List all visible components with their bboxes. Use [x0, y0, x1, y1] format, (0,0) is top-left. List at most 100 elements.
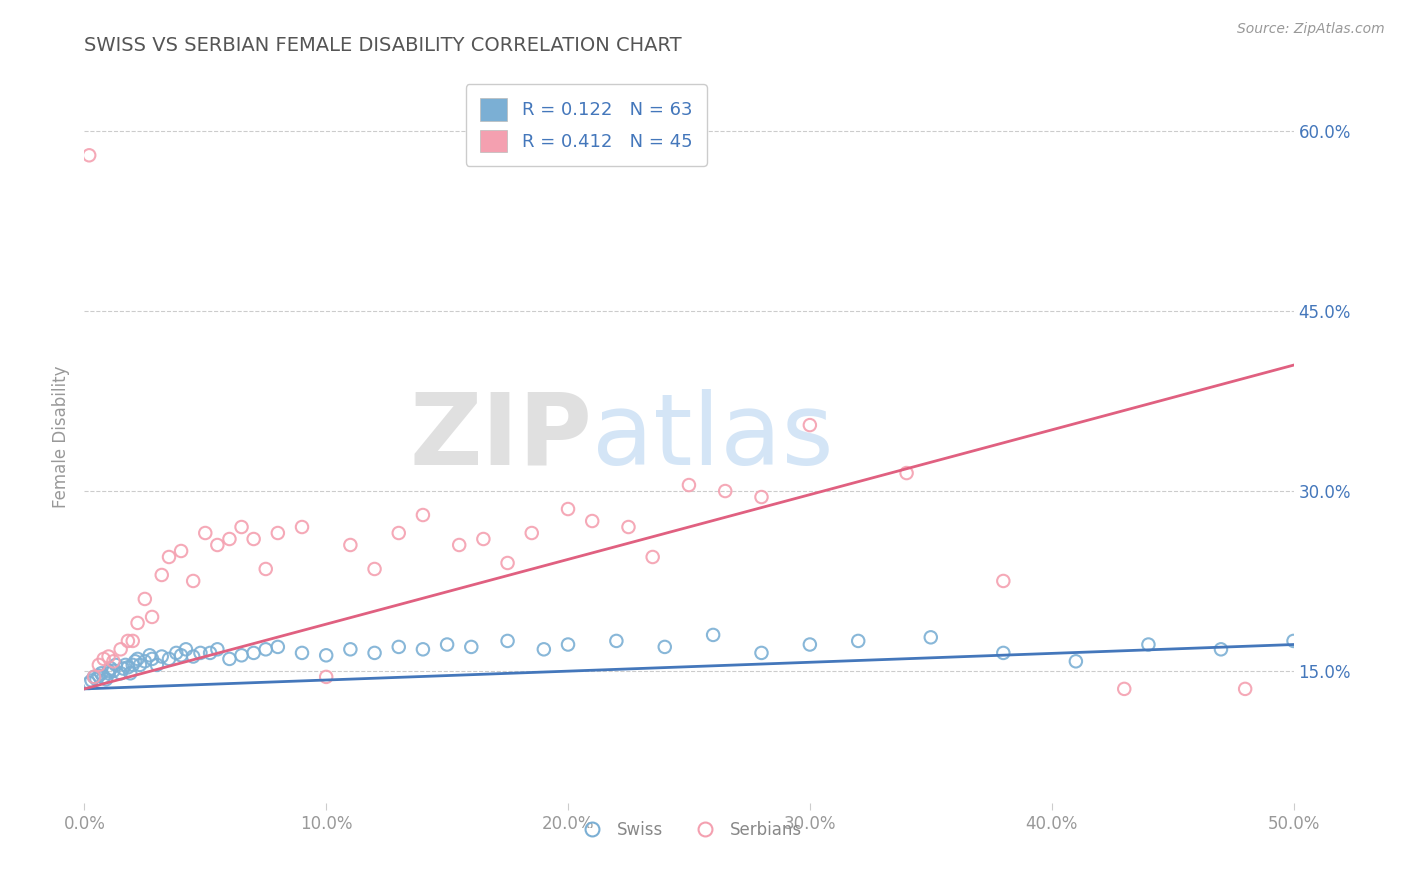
- Point: [141, 652, 163, 666]
- Point: [363, 562, 385, 576]
- Point: [138, 648, 160, 663]
- Point: [654, 640, 676, 654]
- Point: [124, 654, 146, 668]
- Point: [134, 654, 156, 668]
- Point: [993, 646, 1015, 660]
- Point: [339, 642, 361, 657]
- Point: [496, 634, 519, 648]
- Point: [112, 661, 135, 675]
- Point: [104, 657, 127, 672]
- Point: [114, 657, 136, 672]
- Point: [1064, 654, 1087, 668]
- Point: [388, 640, 411, 654]
- Point: [496, 556, 519, 570]
- Point: [1209, 642, 1232, 657]
- Point: [97, 664, 120, 678]
- Y-axis label: Female Disability: Female Disability: [52, 366, 70, 508]
- Point: [190, 646, 212, 660]
- Point: [339, 538, 361, 552]
- Point: [533, 642, 555, 657]
- Point: [557, 502, 579, 516]
- Text: Source: ZipAtlas.com: Source: ZipAtlas.com: [1237, 22, 1385, 37]
- Point: [100, 661, 122, 675]
- Point: [87, 657, 110, 672]
- Point: [207, 642, 229, 657]
- Point: [254, 562, 277, 576]
- Point: [641, 549, 664, 564]
- Text: ZIP: ZIP: [409, 389, 592, 485]
- Point: [80, 673, 103, 688]
- Point: [127, 615, 149, 630]
- Point: [174, 642, 197, 657]
- Point: [1114, 681, 1136, 696]
- Point: [581, 514, 603, 528]
- Point: [129, 657, 152, 672]
- Point: [520, 526, 543, 541]
- Point: [207, 538, 229, 552]
- Point: [97, 649, 120, 664]
- Point: [90, 666, 112, 681]
- Point: [110, 666, 132, 681]
- Point: [751, 646, 773, 660]
- Point: [291, 520, 314, 534]
- Point: [1137, 638, 1160, 652]
- Point: [150, 649, 173, 664]
- Point: [231, 520, 253, 534]
- Point: [87, 669, 110, 683]
- Point: [218, 652, 240, 666]
- Point: [557, 638, 579, 652]
- Point: [1234, 681, 1257, 696]
- Point: [267, 640, 290, 654]
- Point: [198, 646, 221, 660]
- Point: [94, 673, 117, 687]
- Point: [315, 670, 337, 684]
- Point: [157, 652, 180, 666]
- Point: [120, 666, 142, 681]
- Point: [170, 648, 193, 663]
- Point: [181, 574, 204, 588]
- Point: [799, 638, 821, 652]
- Point: [117, 634, 139, 648]
- Point: [315, 648, 337, 663]
- Point: [605, 634, 627, 648]
- Point: [242, 646, 264, 660]
- Point: [254, 642, 277, 657]
- Point: [83, 670, 105, 684]
- Point: [751, 490, 773, 504]
- Legend: Swiss, Serbians: Swiss, Serbians: [569, 814, 808, 846]
- Point: [993, 574, 1015, 588]
- Point: [110, 642, 132, 657]
- Point: [267, 526, 290, 541]
- Point: [702, 628, 724, 642]
- Point: [103, 654, 125, 668]
- Point: [121, 634, 143, 648]
- Point: [920, 630, 942, 644]
- Point: [93, 670, 115, 684]
- Point: [678, 478, 700, 492]
- Point: [896, 466, 918, 480]
- Point: [617, 520, 640, 534]
- Text: SWISS VS SERBIAN FEMALE DISABILITY CORRELATION CHART: SWISS VS SERBIAN FEMALE DISABILITY CORRE…: [84, 36, 682, 54]
- Point: [218, 532, 240, 546]
- Point: [242, 532, 264, 546]
- Point: [170, 544, 193, 558]
- Point: [388, 526, 411, 541]
- Point: [194, 526, 217, 541]
- Point: [799, 418, 821, 433]
- Point: [150, 568, 173, 582]
- Point: [472, 532, 495, 546]
- Point: [134, 591, 156, 606]
- Point: [103, 664, 125, 678]
- Point: [146, 657, 169, 672]
- Point: [93, 652, 115, 666]
- Point: [83, 670, 105, 684]
- Point: [127, 652, 149, 666]
- Point: [412, 508, 434, 522]
- Point: [291, 646, 314, 660]
- Point: [86, 673, 108, 687]
- Point: [846, 634, 869, 648]
- Point: [1282, 634, 1305, 648]
- Point: [141, 610, 163, 624]
- Point: [436, 638, 458, 652]
- Point: [97, 666, 120, 681]
